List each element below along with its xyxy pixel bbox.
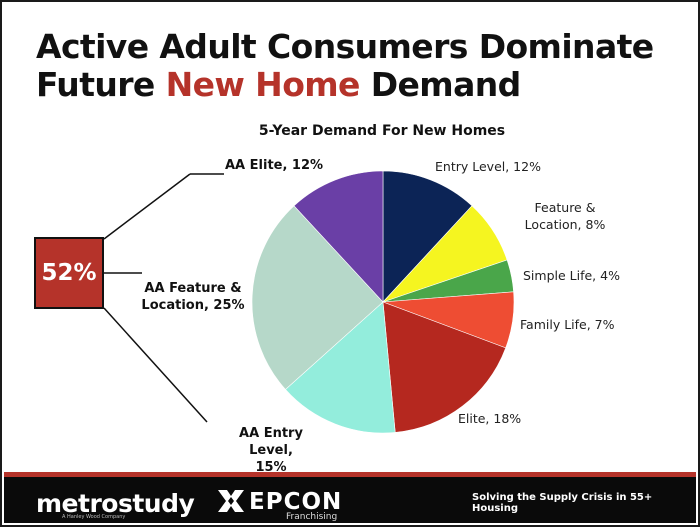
metrostudy-logo-subtitle: A Hanley Wood Company bbox=[62, 514, 126, 520]
label-feature-location-line-2: Location, 8% bbox=[524, 217, 606, 232]
epcon-logo-icon bbox=[218, 490, 244, 512]
pie-slice-aa-entry-level bbox=[285, 301, 396, 434]
label-aa-elite: AA Elite, 12% bbox=[225, 158, 324, 173]
pie-slice-entry-level bbox=[382, 170, 473, 303]
metrostudy-logo: metrostudy bbox=[36, 489, 195, 518]
label-aa-feature-location-line-1: AA Feature & bbox=[144, 281, 242, 296]
title-line-2: Future New Home Demand bbox=[36, 66, 676, 104]
label-feature-location-line-1: Feature & bbox=[534, 200, 596, 215]
title-line-1: Active Adult Consumers Dominate bbox=[36, 27, 654, 66]
label-aa-feature-location: AA Feature & Location, 25% bbox=[138, 280, 248, 314]
title-line-2-pre: Future bbox=[36, 65, 166, 104]
label-family-life: Family Life, 7% bbox=[520, 317, 615, 332]
epcon-logo-subtitle: Franchising bbox=[286, 512, 338, 522]
label-elite: Elite, 18% bbox=[458, 411, 522, 426]
title-line-2-post: Demand bbox=[359, 65, 522, 104]
epcon-logo: EPCON bbox=[249, 489, 343, 515]
callout-connector-lines bbox=[103, 173, 224, 423]
label-aa-feature-location-line-2: Location, 25% bbox=[141, 298, 245, 313]
pie-slice-aa-elite bbox=[293, 170, 384, 303]
aa-total-callout: 52% bbox=[34, 237, 104, 309]
chart-title: 5-Year Demand For New Homes bbox=[258, 123, 506, 139]
label-aa-entry-level-line-1: AA Entry Level, bbox=[239, 426, 303, 458]
label-simple-life: Simple Life, 4% bbox=[523, 268, 620, 283]
label-feature-location: Feature & Location, 8% bbox=[520, 199, 610, 233]
pie-slice-elite bbox=[382, 301, 507, 433]
title-line-2-accent: New Home bbox=[165, 65, 361, 104]
footer-accent-bar bbox=[4, 472, 696, 477]
label-aa-entry-level: AA Entry Level, 15% bbox=[216, 425, 326, 476]
footer-bar bbox=[4, 477, 696, 523]
slide-title: Active Adult Consumers Dominate Future N… bbox=[36, 28, 676, 104]
pie-slice-aa-feature-and-location bbox=[251, 205, 384, 390]
footer-tagline: Solving the Supply Crisis in 55+ Housing bbox=[472, 492, 653, 514]
label-aa-entry-level-line-2: 15% bbox=[255, 460, 287, 475]
label-entry-level: Entry Level, 12% bbox=[435, 159, 541, 174]
